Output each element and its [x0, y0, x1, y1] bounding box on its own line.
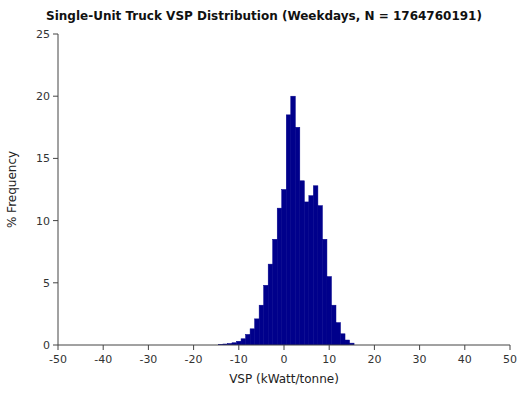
- x-tick: [103, 345, 104, 350]
- x-tick: [329, 345, 330, 350]
- y-tick: [53, 282, 58, 283]
- bar: [327, 277, 332, 345]
- bar: [336, 323, 341, 345]
- y-tick: [53, 34, 58, 35]
- bar: [255, 319, 260, 345]
- bar: [237, 341, 242, 345]
- y-tick: [53, 220, 58, 221]
- bar: [300, 181, 305, 345]
- bar: [295, 127, 300, 345]
- x-tick: [58, 345, 59, 350]
- bar: [345, 340, 350, 345]
- bar: [309, 196, 314, 345]
- x-tick-label: 30: [413, 353, 427, 366]
- bar: [250, 329, 255, 345]
- x-tick-label: 10: [322, 353, 336, 366]
- bar: [313, 186, 318, 345]
- y-tick-label: 10: [36, 215, 50, 228]
- bar: [318, 206, 323, 345]
- y-tick-label: 25: [36, 28, 50, 41]
- bar: [304, 202, 309, 345]
- bars: [218, 96, 354, 345]
- x-tick: [374, 345, 375, 350]
- x-tick-label: 20: [367, 353, 381, 366]
- bar: [259, 305, 264, 345]
- axes: -50 -40 -30 -20 -10 0 10 20 30 40 50 0 5 10 15 20 25: [36, 28, 517, 366]
- bar: [282, 190, 287, 346]
- y-tick: [53, 96, 58, 97]
- bar: [291, 96, 296, 345]
- y-tick: [53, 158, 58, 159]
- y-tick-label: 20: [36, 90, 50, 103]
- x-tick-label: 50: [503, 353, 517, 366]
- y-tick: [53, 345, 58, 346]
- chart-title: Single-Unit Truck VSP Distribution (Week…: [46, 9, 482, 23]
- x-tick-label: -50: [49, 353, 67, 366]
- x-axis-label: VSP (kWatt/tonne): [229, 372, 339, 386]
- y-axis-label: % Frequency: [5, 151, 19, 228]
- y-tick-label: 5: [43, 277, 50, 290]
- x-tick: [284, 345, 285, 350]
- x-tick-label: 40: [458, 353, 472, 366]
- bar: [331, 305, 336, 345]
- y-tick-label: 0: [43, 339, 50, 352]
- x-tick: [419, 345, 420, 350]
- x-tick: [148, 345, 149, 350]
- x-tick: [464, 345, 465, 350]
- chart-container: -50 -40 -30 -20 -10 0 10 20 30 40 50 0 5 10 15 20 25 VSP …: [0, 0, 528, 395]
- x-tick-label: -10: [230, 353, 248, 366]
- bar: [322, 239, 327, 345]
- x-tick-label: -30: [139, 353, 157, 366]
- x-tick: [193, 345, 194, 350]
- x-tick-label: -20: [185, 353, 203, 366]
- bar: [268, 264, 273, 345]
- bar: [264, 285, 269, 345]
- y-tick-label: 15: [36, 152, 50, 165]
- x-tick-label: 0: [281, 353, 288, 366]
- bar: [286, 115, 291, 345]
- bar: [241, 339, 246, 345]
- x-tick-label: -40: [94, 353, 112, 366]
- chart-svg: -50 -40 -30 -20 -10 0 10 20 30 40 50 0 5 10 15 20 25 VSP …: [0, 0, 528, 395]
- bar: [246, 334, 251, 345]
- y-axis-line: [58, 34, 59, 345]
- bar: [277, 208, 282, 345]
- bar: [273, 239, 278, 345]
- x-tick: [238, 345, 239, 350]
- bar: [341, 334, 346, 345]
- x-tick: [510, 345, 511, 350]
